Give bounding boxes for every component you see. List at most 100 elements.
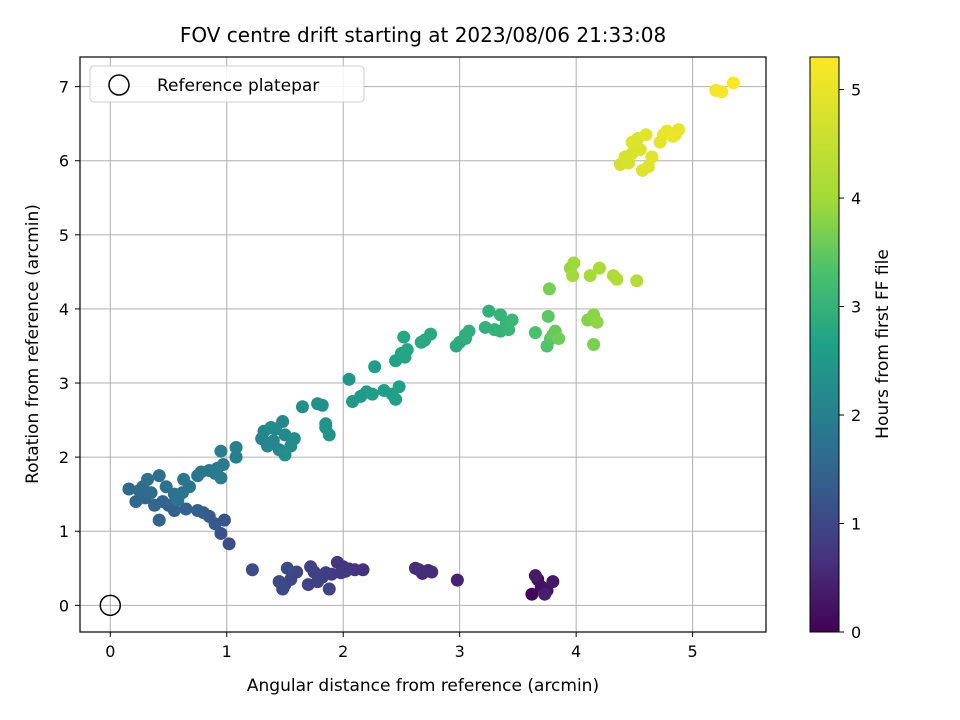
data-point	[538, 587, 552, 601]
y-tick-label: 1	[59, 522, 69, 541]
data-point	[152, 469, 166, 483]
data-point	[566, 269, 580, 283]
x-axis-ticks: 0 1 2 3 4 5	[105, 632, 698, 661]
y-tick-label: 2	[59, 448, 69, 467]
data-point	[552, 332, 566, 346]
data-point	[590, 315, 604, 329]
data-point	[245, 563, 259, 577]
data-point	[424, 327, 438, 341]
data-point	[280, 561, 294, 575]
colorbar-tick-label: 5	[851, 81, 861, 100]
data-point	[592, 261, 606, 275]
legend: Reference platepar	[89, 65, 365, 103]
y-tick-label: 7	[59, 78, 69, 97]
data-point	[528, 326, 542, 340]
data-point	[322, 428, 336, 442]
data-point	[528, 569, 542, 583]
data-point	[541, 309, 555, 323]
data-point	[129, 495, 143, 509]
data-point	[229, 440, 243, 454]
data-point	[272, 575, 286, 589]
grid	[80, 57, 766, 632]
data-point	[726, 76, 740, 90]
colorbar-ticks: 0 1 2 3 4 5	[839, 81, 861, 642]
data-point	[525, 587, 539, 601]
colorbar	[809, 56, 840, 633]
data-point	[264, 420, 278, 434]
data-point	[214, 471, 228, 485]
data-point	[148, 498, 162, 512]
data-point	[342, 372, 356, 386]
data-point	[179, 502, 193, 516]
colorbar-tick-label: 3	[851, 298, 861, 317]
x-tick-label: 1	[222, 642, 232, 661]
data-point	[152, 513, 166, 527]
y-tick-label: 0	[59, 596, 69, 615]
data-point	[319, 417, 333, 431]
data-point	[450, 573, 464, 587]
x-tick-label: 4	[571, 642, 581, 661]
chart-title: FOV centre drift starting at 2023/08/06 …	[180, 23, 666, 47]
data-point	[397, 330, 411, 344]
data-point	[229, 450, 243, 464]
plot-frame	[79, 56, 767, 633]
colorbar-tick-label: 4	[851, 189, 861, 208]
data-point	[546, 575, 560, 589]
data-point	[610, 272, 624, 286]
data-point	[368, 360, 382, 374]
data-point	[322, 582, 336, 596]
data-point	[625, 135, 639, 149]
data-point	[715, 85, 729, 99]
data-point	[295, 400, 309, 414]
y-axis-ticks: 0 1 2 3 4 5 6 7	[59, 78, 80, 615]
data-point	[214, 444, 228, 458]
legend-box	[89, 65, 365, 103]
y-tick-label: 5	[59, 226, 69, 245]
data-point	[304, 560, 318, 574]
data-point	[141, 472, 155, 486]
data-point	[459, 328, 473, 342]
data-point	[425, 565, 439, 579]
data-point	[365, 387, 379, 401]
data-point	[567, 256, 581, 270]
colorbar-tick-label: 2	[851, 406, 861, 425]
colorbar-tick-label: 1	[851, 515, 861, 534]
data-point	[666, 129, 680, 143]
legend-marker	[108, 74, 130, 96]
reference-platepar-marker	[99, 594, 122, 617]
data-point	[301, 578, 315, 592]
data-point	[122, 482, 136, 496]
colorbar-label: Hours from first FF file	[873, 249, 893, 439]
data-point	[191, 503, 205, 517]
data-point	[214, 526, 228, 540]
data-point	[389, 392, 403, 406]
y-tick-label: 4	[59, 300, 69, 319]
x-tick-label: 3	[455, 642, 465, 661]
data-point	[542, 282, 556, 296]
data-point	[222, 537, 236, 551]
x-tick-label: 0	[105, 642, 115, 661]
data-point	[408, 561, 422, 575]
data-point	[482, 304, 496, 318]
data-point	[583, 269, 597, 283]
colorbar-tick-label: 0	[851, 623, 861, 642]
data-point	[587, 338, 601, 351]
data-point	[278, 448, 292, 462]
data-point	[315, 398, 329, 412]
data-points	[122, 76, 740, 601]
data-point	[505, 313, 519, 327]
y-tick-label: 3	[59, 374, 69, 393]
legend-entry-reference: Reference platepar	[157, 76, 319, 96]
data-point	[630, 274, 644, 288]
data-point	[177, 472, 191, 486]
x-tick-label: 5	[688, 642, 698, 661]
y-axis-label: Rotation from reference (arcmin)	[23, 204, 43, 484]
data-point	[216, 458, 230, 472]
data-point	[287, 432, 301, 446]
data-point	[639, 128, 653, 142]
x-axis-label: Angular distance from reference (arcmin)	[247, 676, 599, 696]
x-tick-label: 2	[338, 642, 348, 661]
y-tick-label: 6	[59, 152, 69, 171]
data-point	[645, 150, 659, 164]
